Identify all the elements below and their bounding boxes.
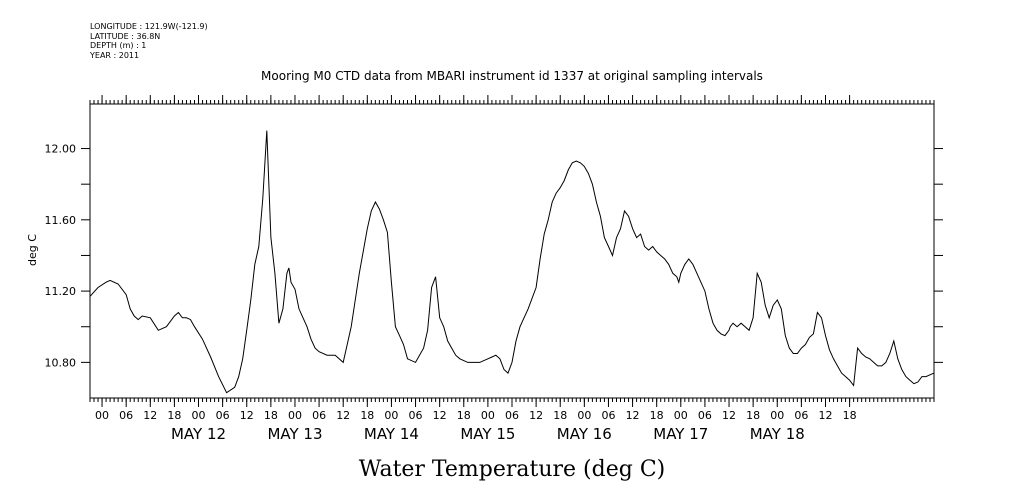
day-label: MAY 17 [653, 425, 708, 443]
x-tick-label: 12 [529, 409, 543, 422]
depth-text: DEPTH (m) : 1 [90, 41, 147, 50]
x-tick-label: 12 [626, 409, 640, 422]
minor-ticks [89, 100, 935, 402]
day-labels: MAY 12 MAY 13 MAY 14 MAY 15 MAY 16 MAY 17 MAY … [171, 425, 805, 443]
x-axis-label: Water Temperature (deg C) [359, 457, 666, 482]
x-tick-label: 00 [770, 409, 784, 422]
metadata-block: LONGITUDE : 121.9W(-121.9) LATITUDE : 36… [90, 22, 208, 60]
chart-title: Mooring M0 CTD data from MBARI instrumen… [261, 69, 763, 83]
x-tick-label: 18 [264, 409, 278, 422]
major-ticks [81, 95, 943, 407]
x-tick-label: 18 [457, 409, 471, 422]
x-tick-label: 12 [336, 409, 350, 422]
y-tick-label: 12.00 [45, 143, 77, 156]
day-label: MAY 14 [364, 425, 419, 443]
longitude-text: LONGITUDE : 121.9W(-121.9) [90, 22, 208, 31]
y-tick-label: 11.60 [45, 214, 77, 227]
y-axis-label: deg C [26, 234, 39, 266]
x-tick-label: 00 [192, 409, 206, 422]
water-temperature-line [89, 130, 935, 394]
day-label: MAY 18 [750, 425, 805, 443]
latitude-text: LATITUDE : 36.8N [90, 31, 161, 41]
y-tick-labels: 10.80 11.20 11.60 12.00 [45, 143, 77, 370]
x-tick-label: 18 [650, 409, 664, 422]
x-tick-label: 00 [577, 409, 591, 422]
year-text: YEAR : 2011 [90, 50, 140, 60]
x-tick-label: 06 [794, 409, 808, 422]
x-tick-label: 12 [240, 409, 254, 422]
x-tick-label: 06 [601, 409, 615, 422]
x-tick-label: 12 [722, 409, 736, 422]
x-tick-label: 00 [481, 409, 495, 422]
x-tick-label: 00 [674, 409, 688, 422]
x-tick-label: 12 [818, 409, 832, 422]
x-tick-label: 18 [553, 409, 567, 422]
plot-frame [89, 103, 935, 399]
x-tick-label: 06 [216, 409, 230, 422]
day-label: MAY 15 [460, 425, 515, 443]
x-tick-label: 18 [360, 409, 374, 422]
x-tick-label: 00 [288, 409, 302, 422]
x-tick-label: 12 [143, 409, 157, 422]
x-tick-label: 06 [409, 409, 423, 422]
y-tick-label: 11.20 [45, 285, 77, 298]
x-tick-label: 00 [384, 409, 398, 422]
day-label: MAY 13 [267, 425, 322, 443]
x-tick-label: 18 [167, 409, 181, 422]
x-tick-label: 06 [312, 409, 326, 422]
x-tick-label: 06 [505, 409, 519, 422]
y-tick-label: 10.80 [45, 356, 77, 369]
x-tick-label: 18 [746, 409, 760, 422]
x-tick-label: 06 [119, 409, 133, 422]
x-tick-label: 12 [433, 409, 447, 422]
day-label: MAY 12 [171, 425, 226, 443]
x-tick-label: 18 [843, 409, 857, 422]
day-label: MAY 16 [557, 425, 612, 443]
x-tick-label: 06 [698, 409, 712, 422]
x-tick-labels: 00 06 12 18 00 06 12 18 00 06 12 18 00 06 12 18 00 06 12 18… [95, 409, 857, 422]
x-tick-label: 00 [95, 409, 109, 422]
